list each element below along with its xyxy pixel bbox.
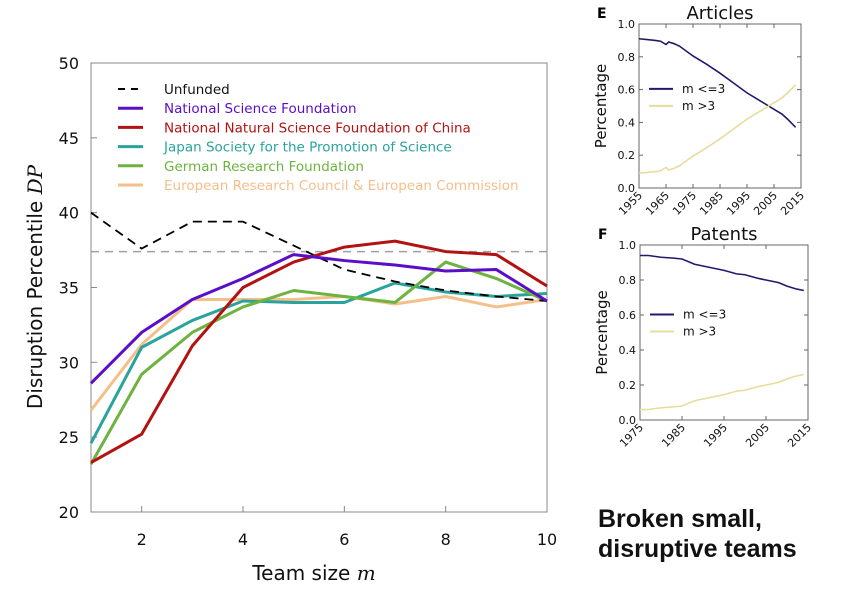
series-line-m-3 (640, 373, 804, 411)
series-line-m-3 (638, 37, 797, 128)
legend-label-national-natural-science-foundation-of-china: National Natural Science Foundation of C… (164, 120, 471, 136)
legend-label-german-research-foundation: German Research Foundation (164, 159, 364, 175)
x-tick-label: 2005 (743, 421, 772, 450)
y-tick-label: 0.6 (619, 309, 637, 322)
y-tick-label: 0.6 (618, 84, 636, 97)
y-axis-title-symbol: DP (23, 164, 47, 195)
panel-y-axis-title: Percentage (592, 64, 610, 148)
x-tick-label: 4 (238, 530, 248, 549)
series-line-national-science-foundation (89, 253, 548, 385)
main-y-ticks: 20 25 30 35 40 45 50 (59, 54, 97, 522)
series-line-german-research-foundation (89, 260, 548, 465)
main-x-ticks: 2 4 6 8 10 (137, 506, 557, 549)
panel-label: F (598, 227, 608, 243)
x-tick-label: 1995 (724, 189, 753, 218)
legend-label-m-3: m <=3 (683, 308, 726, 322)
legend-label-european-research-council-european-commission: European Research Council & European Com… (164, 178, 519, 194)
x-tick-label: 2015 (785, 421, 814, 450)
y-tick-label: 20 (59, 503, 79, 522)
y-tick-label: 0.2 (618, 149, 636, 162)
y-axis-title: Disruption Percentile DP (23, 164, 47, 409)
series-line-m-3 (640, 254, 804, 292)
panel-title: Articles (686, 3, 753, 24)
x-tick-label: 2005 (751, 189, 780, 218)
main-chart: 20 25 30 35 40 45 50 2 4 6 8 10 Unfunded National S… (23, 54, 557, 585)
y-tick-label: 1.0 (618, 18, 636, 31)
main-series-lines (89, 211, 548, 465)
y-axis-title-text: Disruption Percentile (23, 194, 47, 409)
legend-label-m-3: m >3 (683, 325, 716, 339)
legend-label-national-science-foundation: National Science Foundation (164, 101, 357, 117)
caption-line-2: disruptive teams (598, 535, 797, 563)
y-tick-label: 35 (59, 279, 79, 298)
x-tick-label: 1975 (670, 189, 699, 218)
x-axis-title: Team size m (251, 561, 375, 585)
series-line-european-research-council-european-commission (89, 294, 548, 412)
series-line-japan-society-for-the-promotion-of-science (89, 281, 548, 444)
legend-label-japan-society-for-the-promotion-of-science: Japan Society for the Promotion of Scien… (163, 140, 452, 156)
y-tick-label: 0.8 (619, 274, 637, 287)
y-tick-label: 45 (59, 129, 79, 148)
y-tick-label: 0.8 (618, 51, 636, 64)
legend-label-m-3: m <=3 (682, 82, 725, 96)
x-tick-label: 1985 (697, 189, 726, 218)
y-tick-label: 0.4 (619, 344, 637, 357)
x-axis-title-symbol: m (357, 561, 376, 585)
legend-label-unfunded: Unfunded (164, 82, 230, 98)
y-tick-label: 0.4 (618, 116, 636, 129)
panel-y-axis-title: Percentage (593, 290, 611, 374)
y-tick-label: 0.2 (619, 379, 637, 392)
x-tick-label: 2015 (778, 189, 807, 218)
main-legend: Unfunded National Science Foundation Natio… (118, 82, 519, 194)
series-line-m-3 (638, 84, 797, 175)
x-tick-label: 2 (137, 530, 147, 549)
y-tick-label: 50 (59, 54, 79, 73)
series-line-national-natural-science-foundation-of-china (90, 239, 548, 464)
x-tick-label: 8 (441, 530, 451, 549)
panel-label: E (597, 6, 607, 22)
x-tick-label: 1995 (701, 421, 730, 450)
y-tick-label: 30 (59, 353, 79, 372)
y-tick-label: 25 (59, 428, 79, 447)
x-tick-label: 6 (339, 530, 349, 549)
y-tick-label: 1.0 (619, 239, 637, 252)
x-tick-label: 1965 (643, 189, 672, 218)
x-tick-label: 10 (537, 530, 557, 549)
legend-label-m-3: m >3 (682, 99, 715, 113)
caption: Broken small, disruptive teams (598, 504, 797, 564)
series-line-unfunded (90, 211, 548, 302)
y-tick-label: 0.0 (619, 414, 637, 427)
caption-line-1: Broken small, (598, 505, 762, 533)
y-tick-label: 0.0 (618, 182, 636, 195)
x-axis-title-text: Team size (251, 561, 356, 585)
x-tick-label: 1985 (659, 421, 688, 450)
panel-articles: E Articles0.00.20.40.60.81.01955196519751… (592, 3, 807, 218)
panel-title: Patents (690, 224, 757, 245)
y-tick-label: 40 (59, 204, 79, 223)
